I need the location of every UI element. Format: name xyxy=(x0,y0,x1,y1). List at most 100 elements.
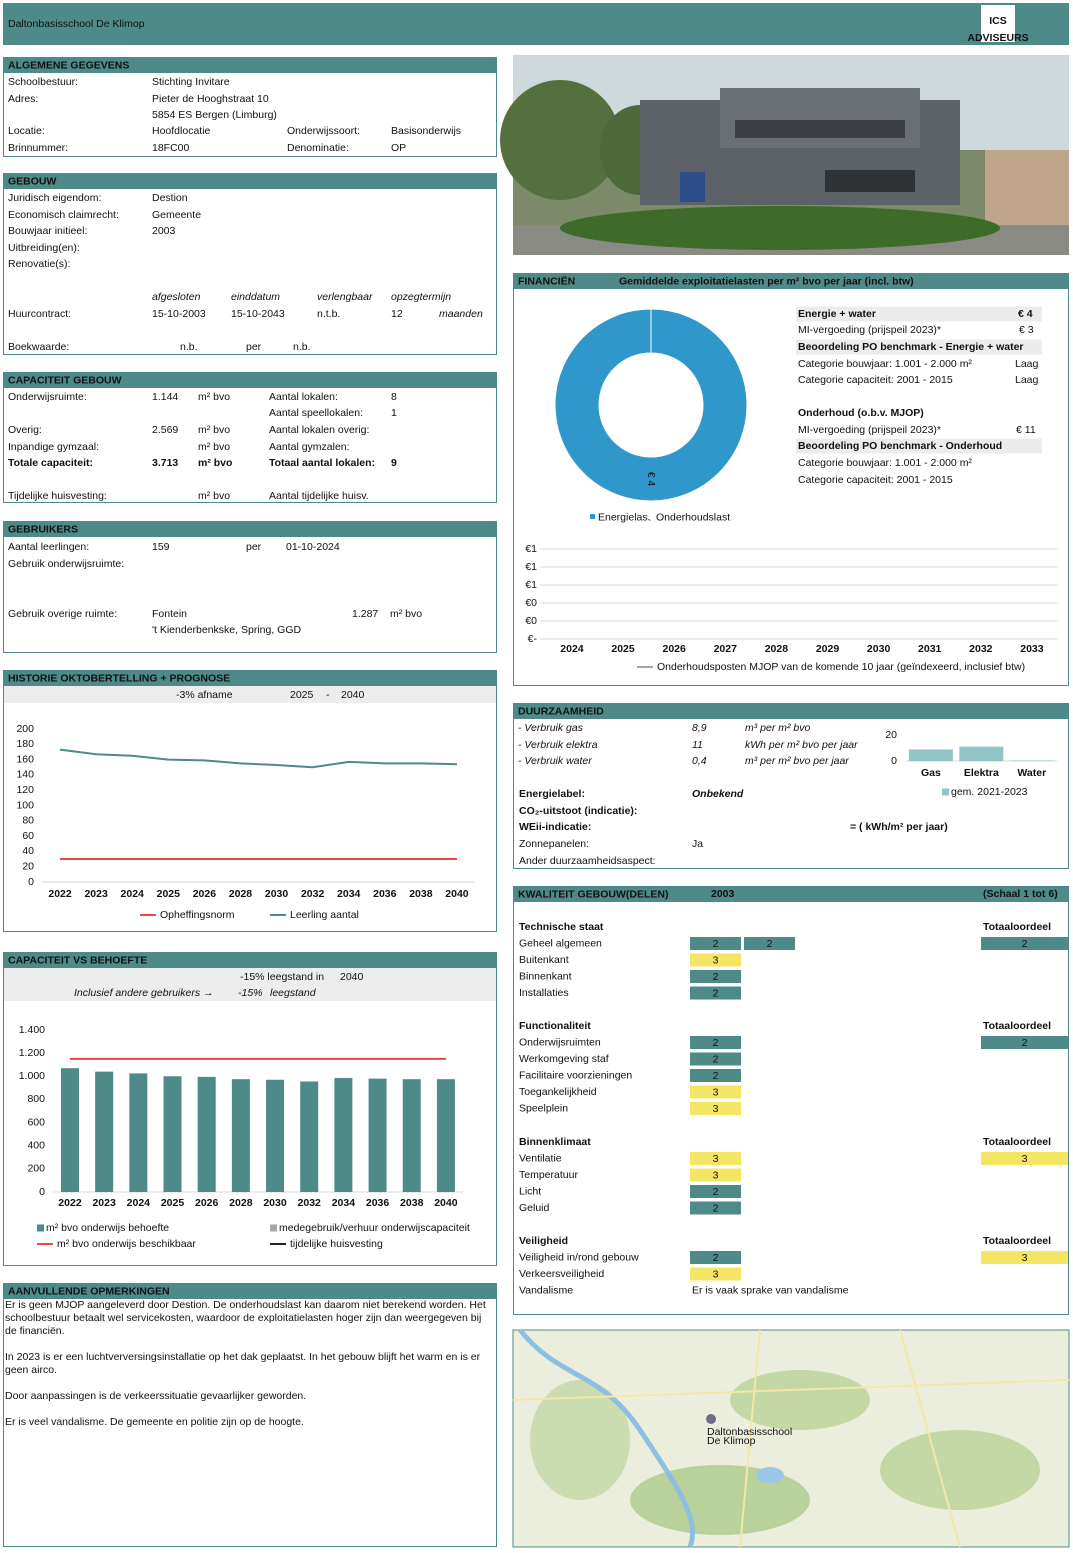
field-text: Adres: xyxy=(8,93,38,105)
score-label: 3 xyxy=(713,1153,719,1165)
y-tick-label: 180 xyxy=(16,738,34,750)
x-tick-label: 2036 xyxy=(373,888,397,900)
score-box xyxy=(690,1201,741,1215)
field-text: Onbekend xyxy=(692,788,744,800)
bar xyxy=(129,1073,148,1192)
bar xyxy=(300,1081,319,1192)
data-label: € 4 xyxy=(645,472,657,487)
field-text: -3% afname xyxy=(176,689,233,701)
field-text: Hoofdlocatie xyxy=(152,125,211,137)
field-text: Onderhoud (o.b.v. MJOP) xyxy=(798,407,924,419)
legend-label: medegebruik/verhuur onderwijscapaciteit xyxy=(279,1222,470,1234)
section-heading-bar xyxy=(513,273,1069,289)
x-tick-label: 2028 xyxy=(765,643,789,655)
item-label: Licht xyxy=(519,1185,541,1197)
map-label: De Klimop xyxy=(707,1435,756,1447)
field-text: 12 xyxy=(391,308,403,320)
field-text: € 3 xyxy=(1019,324,1034,336)
y-tick-label: 800 xyxy=(27,1093,45,1105)
x-tick-label: 2026 xyxy=(195,1197,219,1209)
y-tick-label: 1.400 xyxy=(19,1024,45,1036)
field-text: 8 xyxy=(391,391,397,403)
field-text: einddatum xyxy=(231,291,280,303)
score-box xyxy=(981,1251,1068,1264)
y-tick-label: 40 xyxy=(22,845,34,857)
score-box xyxy=(690,1267,741,1281)
section-year: 2003 xyxy=(711,888,735,900)
row-highlight xyxy=(796,438,1042,454)
x-tick-label: 2024 xyxy=(127,1197,151,1209)
x-tick-label: Water xyxy=(1017,767,1046,779)
bar xyxy=(1009,760,1054,761)
y-tick-label: 200 xyxy=(27,1163,45,1175)
y-tick-label: €0 xyxy=(525,615,537,627)
legend-label: m² bvo onderwijs beschikbaar xyxy=(57,1238,196,1250)
field-text: 2040 xyxy=(341,689,365,701)
x-tick-label: 2028 xyxy=(229,888,253,900)
field-text: Ja xyxy=(692,838,703,850)
y-tick-label: €1 xyxy=(525,543,537,555)
section-heading: CAPACITEIT GEBOUW xyxy=(8,374,122,386)
score-box xyxy=(690,1185,741,1198)
field-text: Bouwjaar initieel: xyxy=(8,225,87,237)
score-label: 2 xyxy=(713,1053,719,1065)
x-tick-label: Gas xyxy=(921,767,941,779)
field-text: Categorie capaciteit: 2001 - 2015 xyxy=(798,474,953,486)
score-box xyxy=(690,970,741,983)
remark-paragraph: Er is veel vandalisme. De gemeente en po… xyxy=(5,1416,304,1428)
field-text: 1.287 xyxy=(352,608,378,620)
x-tick-label: 2029 xyxy=(816,643,840,655)
remark-paragraph: Er is geen MJOP aangeleverd door Destion… xyxy=(5,1299,486,1337)
field-text: Basisonderwijs xyxy=(391,125,461,137)
field-text: Beoordeling PO benchmark - Onderhoud xyxy=(798,440,1002,452)
bar xyxy=(908,749,953,761)
x-tick-label: 2022 xyxy=(58,1197,82,1209)
item-label: Toegankelijkheid xyxy=(519,1086,597,1098)
score-box xyxy=(744,937,795,950)
y-tick-label: 140 xyxy=(16,769,34,781)
item-note: Er is vaak sprake van vandalisme xyxy=(692,1284,849,1296)
score-box xyxy=(690,986,741,1000)
field-text: MI-vergoeding (prijspeil 2023)* xyxy=(798,424,941,436)
field-text: Tijdelijke huisvesting: xyxy=(8,490,107,502)
x-tick-label: 2034 xyxy=(332,1197,356,1209)
bar xyxy=(436,1079,455,1192)
pie-slice xyxy=(554,308,748,502)
field-text: m² bvo xyxy=(198,424,230,436)
x-tick-label: 2030 xyxy=(263,1197,287,1209)
bar xyxy=(402,1079,421,1192)
item-label: Werkomgeving staf xyxy=(519,1053,609,1065)
x-tick-label: 2024 xyxy=(560,643,584,655)
y-tick-label: 160 xyxy=(16,753,34,765)
group-title: Functionaliteit xyxy=(519,1020,591,1032)
field-text: Laag xyxy=(1015,358,1039,370)
x-tick-label: 2036 xyxy=(366,1197,390,1209)
x-tick-label: 2031 xyxy=(918,643,942,655)
info-band xyxy=(4,968,496,1001)
section-heading-bar xyxy=(513,703,1069,719)
remark-paragraph: Door aanpassingen is de verkeerssituatie… xyxy=(5,1390,307,1402)
field-text: Renovatie(s): xyxy=(8,258,70,270)
legend-swatch xyxy=(942,788,949,796)
logo-box xyxy=(981,5,1015,42)
score-label: 2 xyxy=(713,987,719,999)
field-text: -15% leegstand in xyxy=(240,971,324,983)
row-highlight xyxy=(796,306,1042,322)
field-text: Totaal aantal lokalen: xyxy=(269,457,375,469)
score-box xyxy=(690,1168,741,1182)
field-text: maanden xyxy=(439,308,483,320)
item-label: Veiligheid in/rond gebouw xyxy=(519,1251,639,1263)
field-text: Energielabel: xyxy=(519,788,585,800)
section-heading: GEBRUIKERS xyxy=(8,523,78,535)
field-text: m² bvo xyxy=(198,490,230,502)
score-label: 3 xyxy=(713,1268,719,1280)
y-tick-label: 0 xyxy=(891,755,897,767)
item-label: Facilitaire voorzieningen xyxy=(519,1069,632,1081)
x-tick-label: 2030 xyxy=(867,643,891,655)
score-label: 3 xyxy=(1022,1252,1028,1264)
field-text: 5854 ES Bergen (Limburg) xyxy=(152,109,277,121)
x-tick-label: 2024 xyxy=(121,888,145,900)
field-text: 0,4 xyxy=(692,755,707,767)
x-tick-label: 2040 xyxy=(434,1197,458,1209)
